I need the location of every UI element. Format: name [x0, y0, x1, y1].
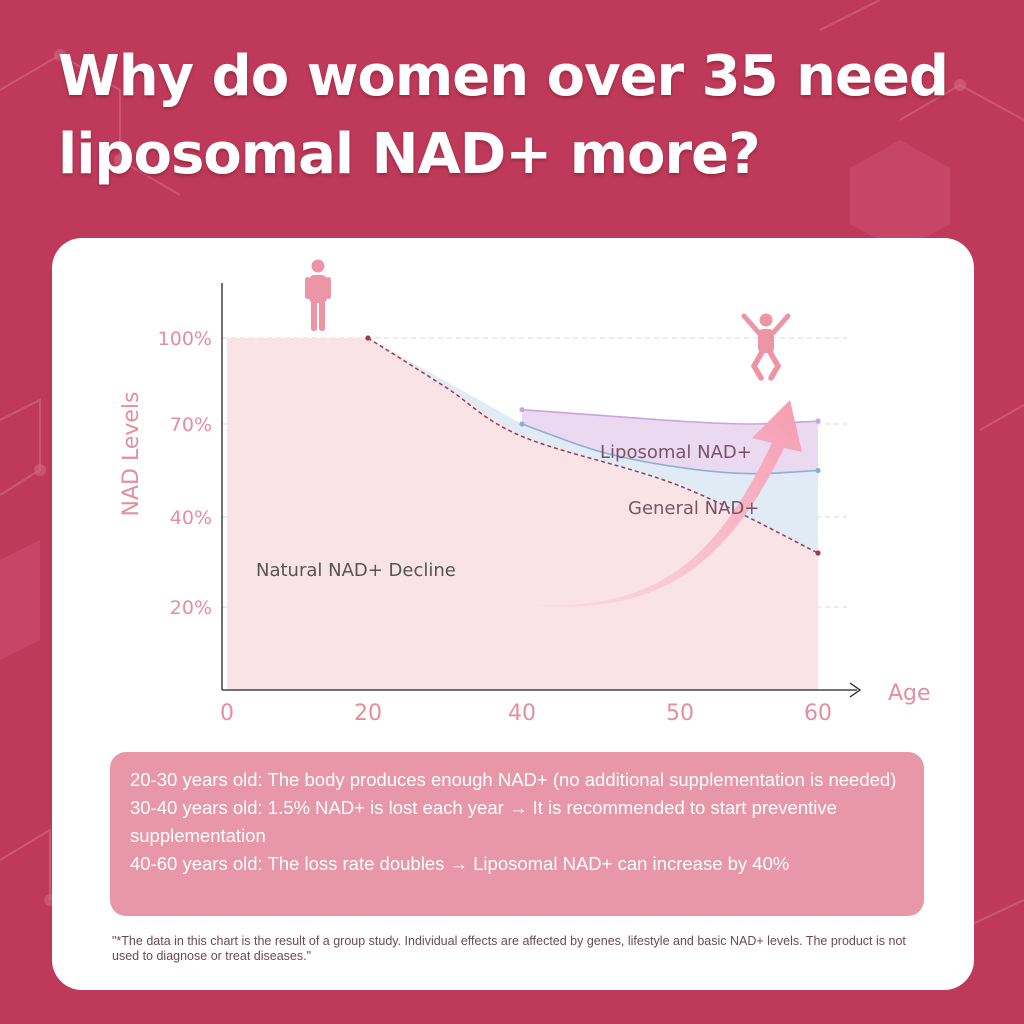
- liposomal-start-point: [519, 407, 525, 413]
- note-40-60: 40-60 years old: The loss rate doubles →…: [130, 853, 790, 874]
- y-tick-label-40: 40%: [170, 507, 212, 529]
- note-30-40: 30-40 years old: 1.5% NAD+ is lost each …: [130, 797, 837, 846]
- x-axis-title: Age: [888, 681, 931, 706]
- liposomal-nad-band: [522, 409, 818, 474]
- person-standing-icon: [305, 259, 331, 331]
- x-axis-arrowhead: [849, 682, 862, 698]
- age-notes-box: 20-30 years old: The body produces enoug…: [110, 752, 924, 916]
- y-tick-label-100: 100%: [158, 328, 212, 350]
- decline-start-point: [365, 335, 371, 341]
- general-end-point: [815, 467, 821, 474]
- general-nad-label: General NAD+: [628, 498, 759, 519]
- title-line-1: Why do women over 35 need: [58, 44, 949, 109]
- curved-up-arrow-icon: [530, 400, 802, 607]
- natural-decline-label: Natural NAD+ Decline: [256, 560, 456, 581]
- note-20-30: 20-30 years old: The body produces enoug…: [130, 769, 897, 790]
- y-tick-label-20: 20%: [170, 597, 212, 619]
- x-tick-label-0: 0: [220, 701, 234, 726]
- x-tick-label-50: 50: [666, 701, 694, 726]
- person-jumping-icon: [741, 313, 791, 381]
- x-tick-label-60: 60: [804, 701, 832, 726]
- nad-levels-chart: 100% 70% 40% 20% 0 20 40 50 60 NAD Levels Age Natu…: [119, 259, 931, 726]
- x-tick-label-40: 40: [508, 701, 536, 726]
- disclaimer-text: "*The data in this chart is the result o…: [112, 934, 906, 963]
- liposomal-nad-label: Liposomal NAD+: [600, 442, 752, 463]
- decline-end-point: [815, 550, 821, 556]
- info-card: 100% 70% 40% 20% 0 20 40 50 60 NAD Levels Age Natu…: [52, 238, 974, 990]
- y-tick-label-70: 70%: [170, 414, 212, 436]
- liposomal-end-point: [815, 418, 821, 424]
- y-axis-title: NAD Levels: [119, 392, 144, 517]
- title-line-2: liposomal NAD+ more?: [58, 122, 761, 187]
- page-title: Why do women over 35 need liposomal NAD+…: [58, 38, 998, 194]
- x-tick-label-20: 20: [354, 701, 382, 726]
- general-start-point: [519, 421, 525, 427]
- natural-decline-area: [227, 338, 818, 690]
